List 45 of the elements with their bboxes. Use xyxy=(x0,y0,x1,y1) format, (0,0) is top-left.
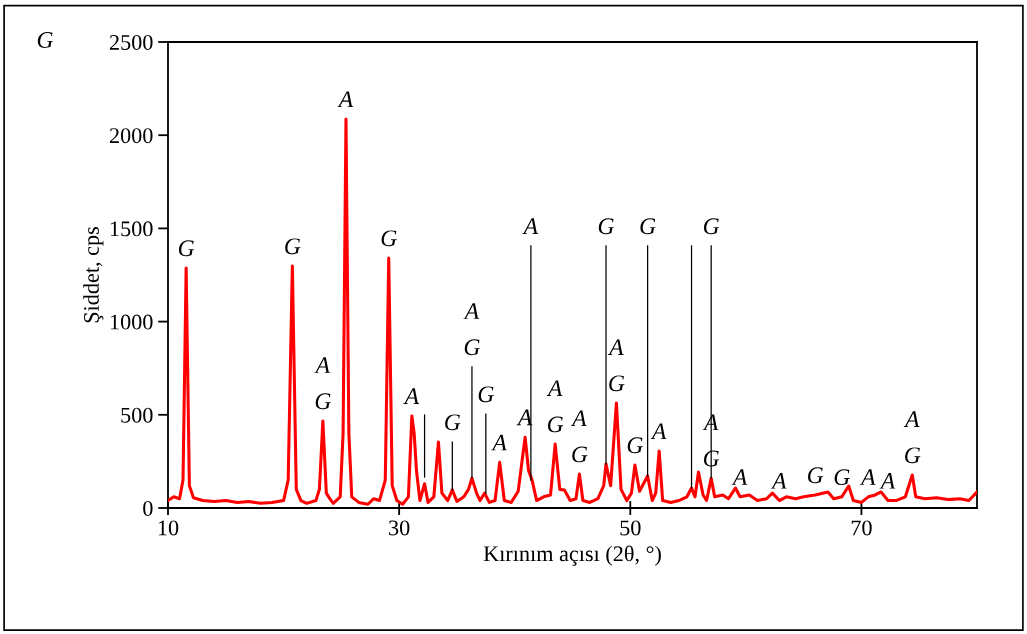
annotation: G xyxy=(315,393,331,410)
x-tick-label: 50 xyxy=(620,520,641,536)
annotation: A xyxy=(463,303,480,319)
x-axis-title: Kırınım açısı (2θ, °) xyxy=(483,545,661,566)
y-tick-label: 500 xyxy=(121,407,153,423)
y-tick-label: 0 xyxy=(143,500,153,516)
annotation: G xyxy=(703,218,720,235)
y-tick-label: 2000 xyxy=(109,128,153,144)
annotation: A xyxy=(546,380,563,396)
annotation: G xyxy=(445,414,461,431)
annotation: G xyxy=(598,218,615,235)
annotation: G xyxy=(627,437,643,454)
annotation: A xyxy=(607,339,624,355)
annotation: G xyxy=(285,238,301,255)
annotation: G xyxy=(609,375,625,392)
annotation: A xyxy=(314,357,331,373)
text: G xyxy=(37,32,54,48)
annotation: G xyxy=(572,446,588,463)
annotation: A xyxy=(403,388,420,404)
annotation: G xyxy=(464,339,480,356)
annotation: A xyxy=(650,423,667,439)
y-axis-title: Şiddet, cps xyxy=(83,227,104,323)
annotation: G xyxy=(807,467,824,484)
x-tick-label: 10 xyxy=(158,520,179,536)
annotation: G xyxy=(547,416,564,433)
annotation: A xyxy=(903,411,920,427)
annotation: G xyxy=(640,218,656,235)
annotation: A xyxy=(770,472,787,489)
annotation: G xyxy=(478,386,494,403)
annotation: A xyxy=(522,218,539,234)
y-tick-label: 1000 xyxy=(110,314,153,330)
annotation: G xyxy=(905,447,921,464)
annotation: A xyxy=(570,410,587,426)
annotation: A xyxy=(879,472,896,489)
annotation: A xyxy=(491,434,507,451)
annotation: G xyxy=(178,240,195,257)
y-tick-label: 2500 xyxy=(109,34,153,50)
x-tick-label: 70 xyxy=(851,520,872,536)
x-tick-label: 30 xyxy=(389,520,410,536)
annotation: A xyxy=(859,469,876,485)
annotation: G xyxy=(834,469,850,486)
annotation: A xyxy=(337,91,354,108)
y-tick-label: 1500 xyxy=(110,221,153,237)
annotation: G xyxy=(381,230,397,247)
annotation: A xyxy=(731,469,748,485)
